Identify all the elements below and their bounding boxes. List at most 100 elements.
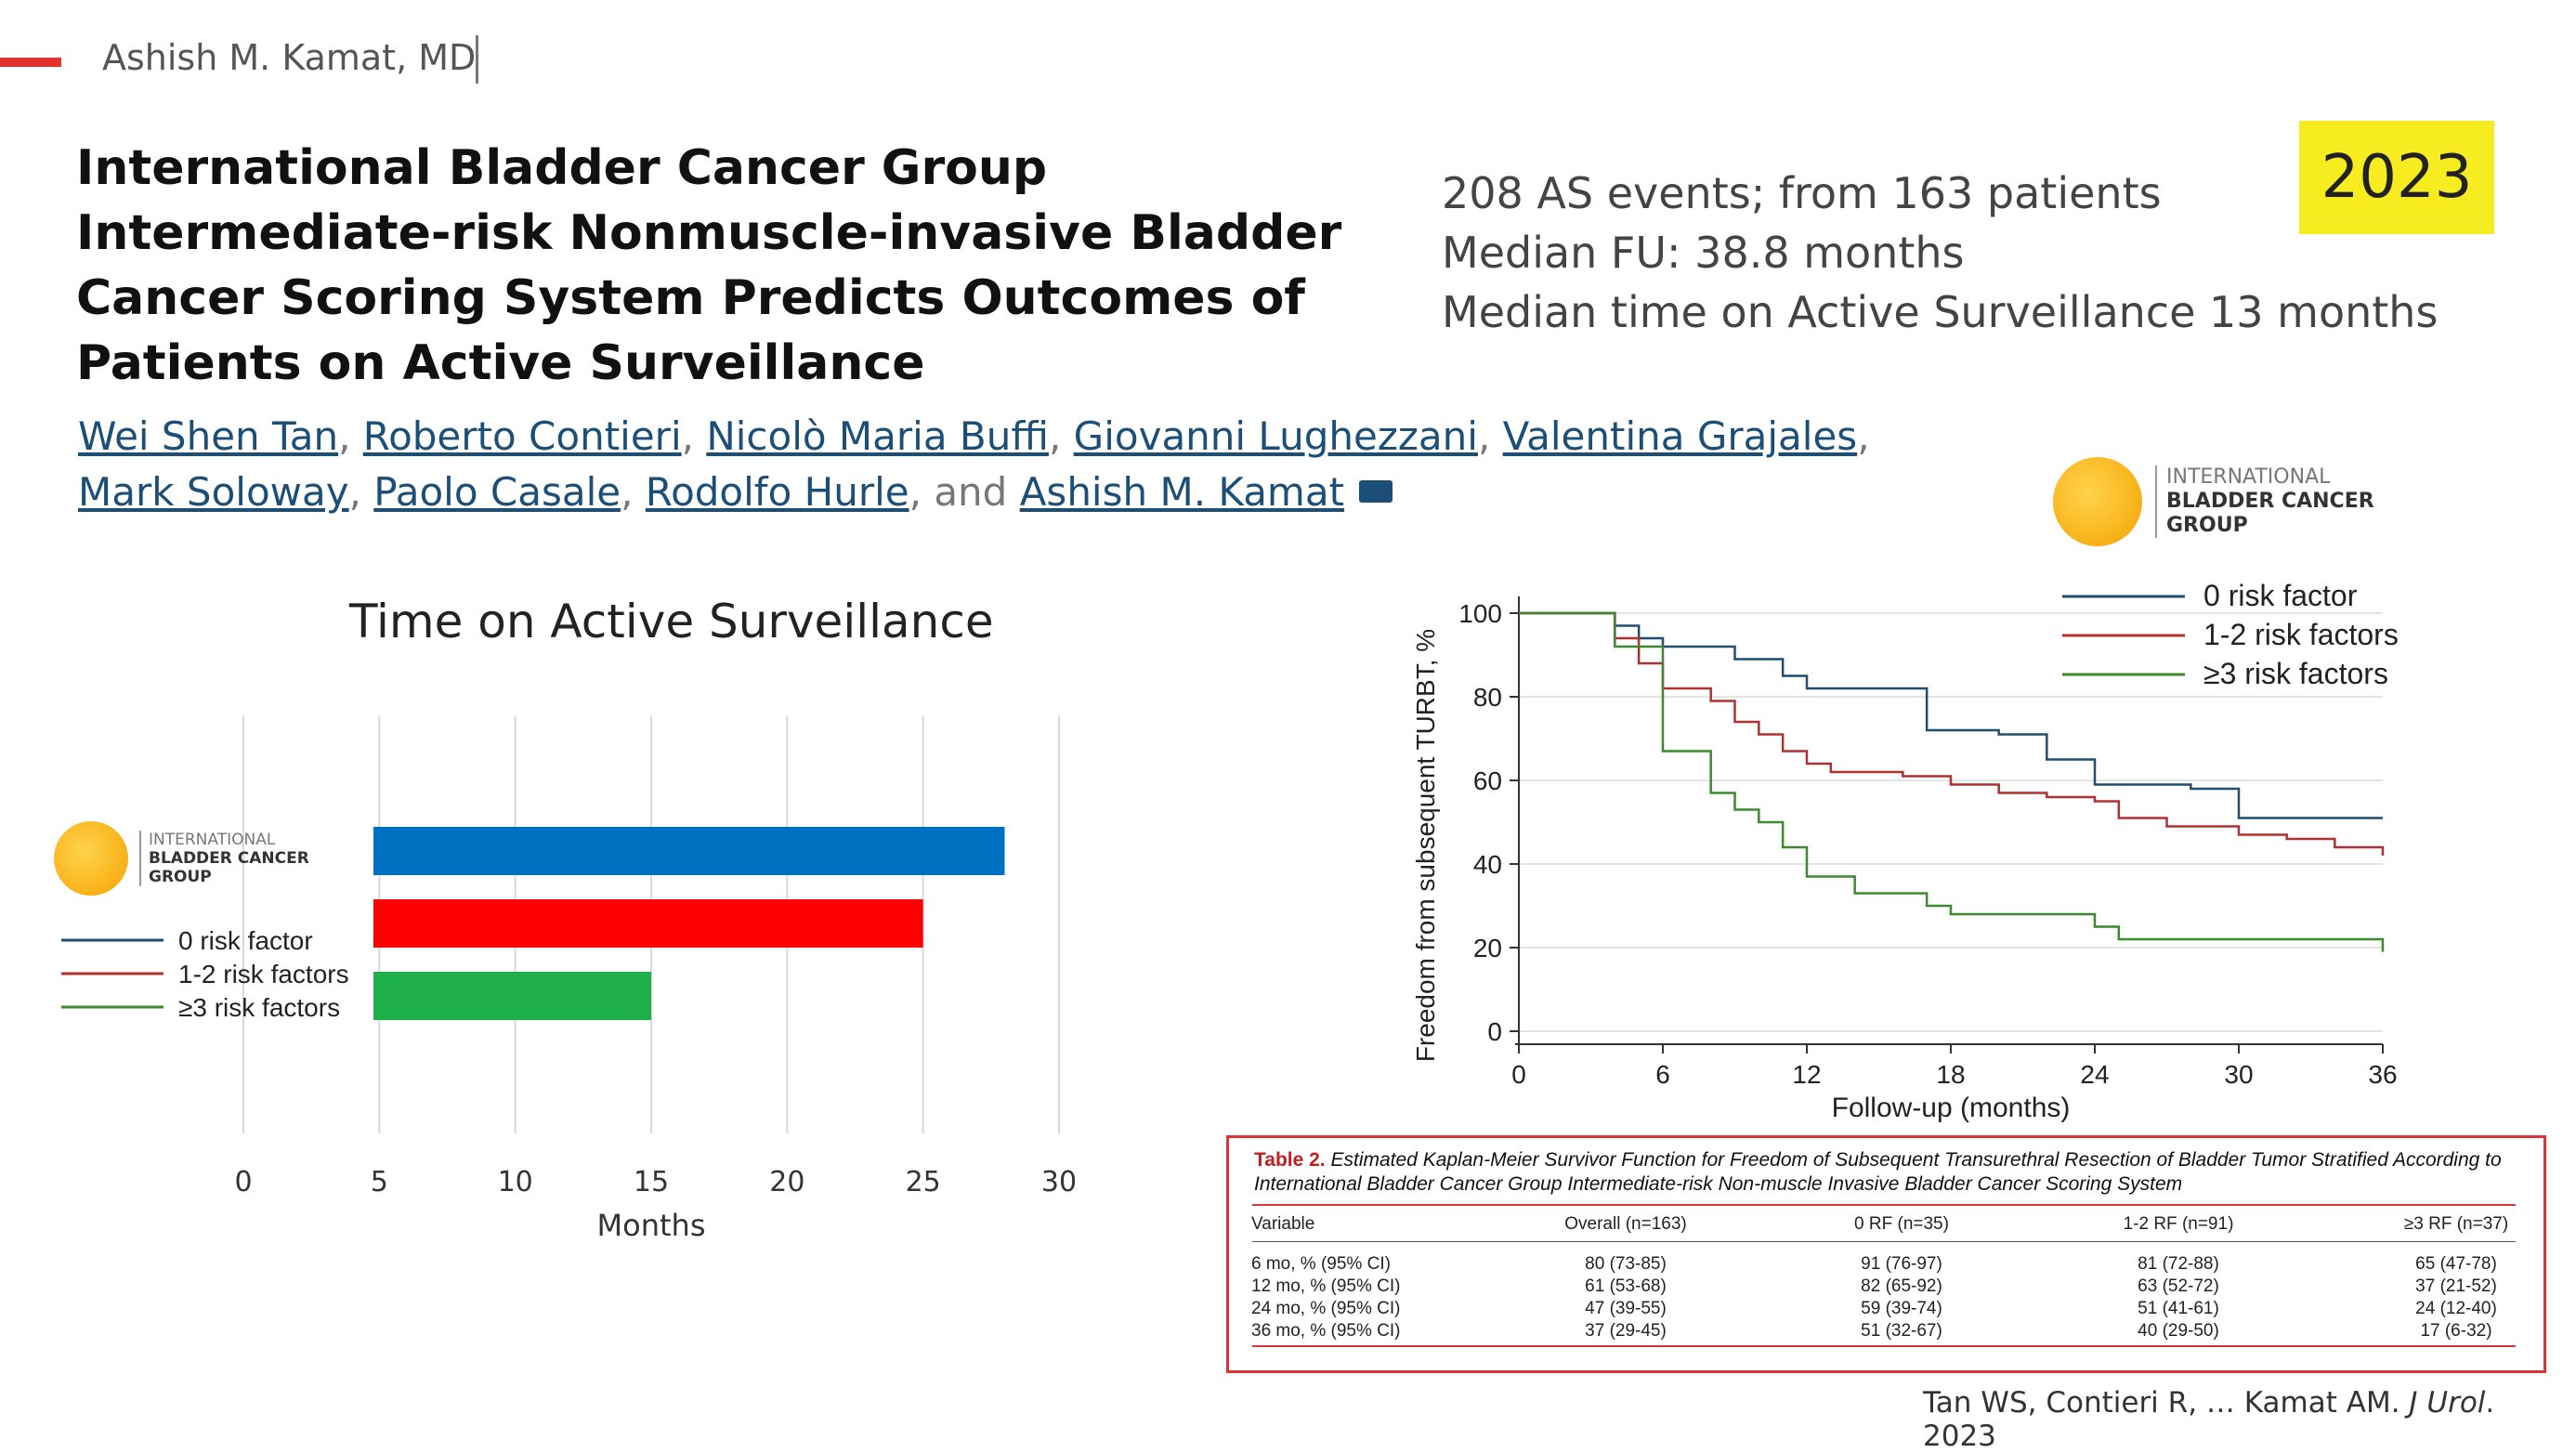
mail-icon[interactable] <box>1359 479 1393 503</box>
km-chart: 0 20 40 60 80 100 0 6 12 18 24 30 36 Follow-up (month… <box>1411 579 2399 1123</box>
ibcg-logo: INTERNATIONAL BLADDER CANCER GROUP <box>2053 457 2374 546</box>
table-cell: 63 (52-72) <box>2138 1276 2219 1296</box>
study-stats: 208 AS events; from 163 patients Median … <box>1442 164 2438 342</box>
table-header: Overall (n=163) <box>1564 1214 1687 1234</box>
year-badge-text: 2023 <box>2321 143 2473 212</box>
x-tick-label: 24 <box>2080 1060 2109 1089</box>
author-link[interactable]: Valentina Grajales <box>1502 413 1858 459</box>
table-cell: 40 (29-50) <box>2138 1321 2219 1341</box>
logo-line: BLADDER CANCER <box>149 849 309 868</box>
logo-line: GROUP <box>149 868 212 886</box>
table-caption: Table 2. Estimated Kaplan-Meier Survivor… <box>1254 1148 2517 1197</box>
x-tick-label: 30 <box>2224 1060 2253 1089</box>
table-cell: 65 (47-78) <box>2415 1254 2497 1274</box>
table-rule <box>1252 1345 2516 1347</box>
table-cell: 17 (6-32) <box>2420 1321 2492 1341</box>
table-header: ≥3 RF (n=37) <box>2403 1214 2509 1234</box>
table-header: 1-2 RF (n=91) <box>2123 1214 2234 1234</box>
citation-authors: Tan WS, Contieri R, … Kamat AM. <box>1923 1386 2400 1420</box>
x-tick-label: 18 <box>1936 1060 1965 1089</box>
stat-line: 208 AS events; from 163 patients <box>1442 168 2162 218</box>
table-cell: 81 (72-88) <box>2138 1254 2219 1274</box>
x-tick-label: 15 <box>634 1166 669 1198</box>
table-cell: 37 (21-52) <box>2415 1276 2497 1296</box>
y-tick-label: 40 <box>1473 850 1502 879</box>
title-line: Intermediate-risk Nonmuscle-invasive Bla… <box>76 205 1342 261</box>
km-curve <box>1519 611 2383 819</box>
table-cell: 24 (12-40) <box>2415 1299 2497 1318</box>
article-title: International Bladder Cancer Group Inter… <box>76 136 1358 396</box>
y-tick-label: 100 <box>1458 599 1502 628</box>
legend-label: 0 risk factor <box>2203 579 2358 612</box>
author-link[interactable]: Paolo Casale <box>373 469 621 515</box>
table-cell: 6 mo, % (95% CI) <box>1251 1254 1391 1274</box>
citation: Tan WS, Contieri R, … Kamat AM. J Urol. … <box>1923 1386 2576 1453</box>
y-axis-label: Freedom from subsequent TURBT, % <box>1411 629 1440 1062</box>
logo-line: BLADDER CANCER <box>2166 490 2374 513</box>
x-axis-label: Follow-up (months) <box>1832 1093 2071 1123</box>
author-link[interactable]: Mark Soloway <box>78 469 349 515</box>
legend-label: 1-2 risk factors <box>178 960 349 988</box>
x-tick-label: 6 <box>1655 1060 1670 1089</box>
x-tick-label: 10 <box>498 1166 533 1198</box>
accent-red-rule <box>0 58 61 67</box>
bar <box>373 972 651 1020</box>
title-line: Patients on Active Surveillance <box>76 335 925 391</box>
author-link[interactable]: Rodolfo Hurle <box>645 469 909 515</box>
y-tick-label: 80 <box>1473 683 1502 712</box>
x-tick-label: 5 <box>371 1166 388 1198</box>
logo-line: INTERNATIONAL <box>2166 465 2331 489</box>
x-tick-label: 20 <box>769 1166 804 1198</box>
bar <box>373 899 923 948</box>
year-badge: 2023 <box>2299 121 2494 234</box>
x-tick-label: 25 <box>906 1166 941 1198</box>
author-link[interactable]: Ashish M. Kamat <box>1019 469 1345 515</box>
author-link[interactable]: Nicolò Maria Buffi <box>706 413 1049 459</box>
table-caption-label: Table 2. <box>1254 1149 1326 1171</box>
legend-label: ≥3 risk factors <box>2203 657 2388 690</box>
table-caption-text: Estimated Kaplan-Meier Survivor Function… <box>1254 1149 2502 1195</box>
x-tick-label: 0 <box>234 1166 252 1198</box>
table-rule <box>1252 1241 2516 1242</box>
globe-icon <box>2053 457 2142 546</box>
title-line: Cancer Scoring System Predicts Outcomes … <box>76 270 1305 326</box>
author-link[interactable]: Wei Shen Tan <box>78 413 339 459</box>
legend-label: 0 risk factor <box>178 926 313 955</box>
header-separator <box>476 35 478 84</box>
table-rule <box>1252 1204 2516 1206</box>
table-cell: 36 mo, % (95% CI) <box>1251 1321 1401 1341</box>
y-tick-label: 20 <box>1473 934 1502 962</box>
title-line: International Bladder Cancer Group <box>76 140 1048 196</box>
table-cell: 24 mo, % (95% CI) <box>1251 1299 1401 1318</box>
x-tick-label: 36 <box>2368 1060 2397 1089</box>
citation-journal: J Urol <box>2409 1386 2486 1420</box>
stat-line: Median time on Active Surveillance 13 mo… <box>1442 287 2439 337</box>
logo-line: INTERNATIONAL <box>149 831 276 849</box>
author-list: Wei Shen Tan, Roberto Contieri, Nicolò M… <box>78 413 1870 515</box>
table-cell: 51 (32-67) <box>1861 1321 1942 1341</box>
table-cell: 61 (53-68) <box>1585 1276 1667 1296</box>
legend-label: ≥3 risk factors <box>178 993 340 1022</box>
bar <box>373 827 1005 875</box>
logo-line: GROUP <box>2166 514 2248 537</box>
y-tick-label: 60 <box>1473 766 1502 795</box>
table-cell: 51 (41-61) <box>2138 1299 2219 1318</box>
km-curve <box>1519 611 2385 952</box>
table-cell: 37 (29-45) <box>1585 1321 1667 1341</box>
author-link[interactable]: Giovanni Lughezzani <box>1073 413 1478 459</box>
bar-chart-title: Time on Active Surveillance <box>349 595 994 648</box>
stat-line: Median FU: 38.8 months <box>1442 228 1965 278</box>
y-tick-label: 0 <box>1487 1017 1502 1046</box>
x-tick-label: 30 <box>1041 1166 1077 1198</box>
globe-icon <box>54 821 128 896</box>
ibcg-logo: INTERNATIONAL BLADDER CANCER GROUP <box>54 821 309 896</box>
table-cell: 80 (73-85) <box>1585 1254 1667 1274</box>
table-header: 0 RF (n=35) <box>1854 1214 1949 1234</box>
bar-chart: 0 5 10 15 20 25 30 Months 0 risk factor 1-2 risk … <box>61 715 1077 1243</box>
author-and: and <box>934 469 1008 515</box>
author-link[interactable]: Roberto Contieri <box>362 413 682 459</box>
table-header: Variable <box>1251 1214 1315 1234</box>
table-cell: 12 mo, % (95% CI) <box>1251 1276 1401 1296</box>
table-cell: 59 (39-74) <box>1861 1299 1942 1318</box>
table-box <box>1226 1135 2546 1373</box>
